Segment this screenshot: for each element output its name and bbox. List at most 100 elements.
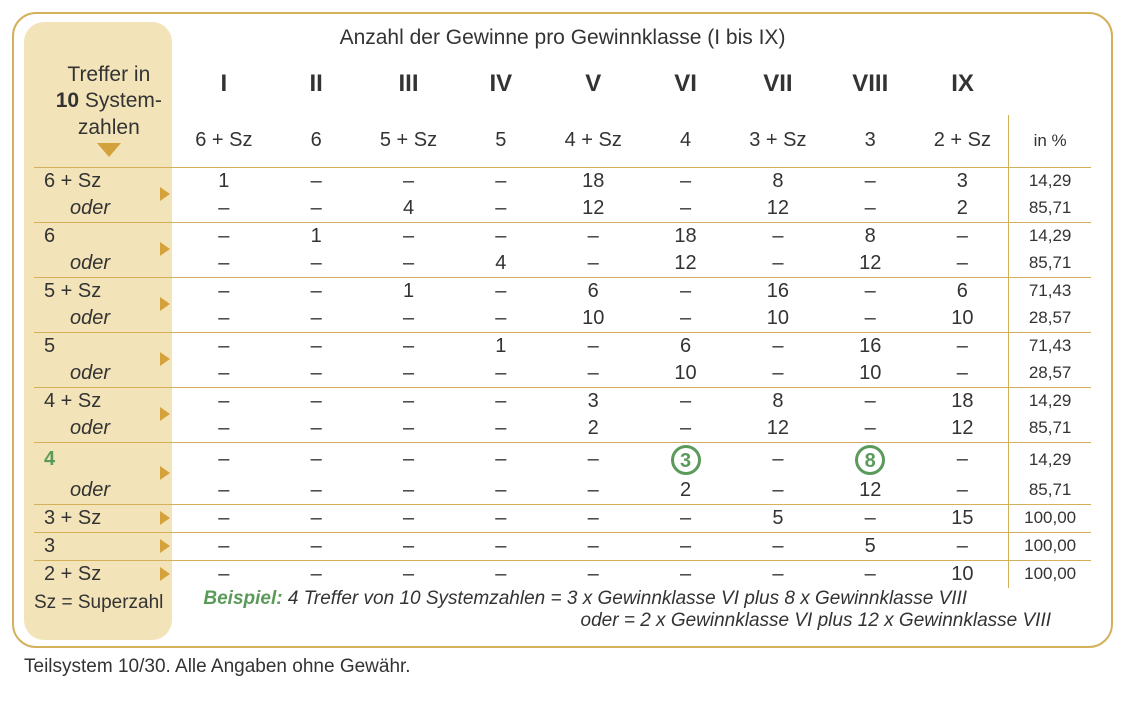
data-cell: – (639, 305, 731, 333)
data-cell: – (916, 250, 1008, 278)
col-header-sub: 5 (455, 115, 547, 167)
example-prefix: Beispiel: (203, 588, 282, 609)
data-cell: – (270, 305, 362, 333)
table-row: oder––4–12–12–285,71 (34, 195, 1091, 223)
data-cell: – (362, 504, 454, 532)
data-cell: – (639, 532, 731, 560)
data-cell: – (362, 477, 454, 505)
data-cell: – (639, 560, 731, 588)
data-cell: 12 (732, 415, 824, 443)
data-cell: – (455, 167, 547, 195)
legend-text: Sz = Superzahl (34, 592, 163, 614)
row-label: 4 (34, 442, 178, 477)
data-cell: – (270, 415, 362, 443)
row-label: 2 + Sz (34, 560, 178, 588)
data-cell: – (178, 277, 270, 305)
data-cell: – (178, 560, 270, 588)
data-cell: 18 (639, 222, 731, 250)
data-cell: 12 (916, 415, 1008, 443)
data-cell: – (455, 532, 547, 560)
col-header-sub: 6 + Sz (178, 115, 270, 167)
footer-note: Teilsystem 10/30. Alle Angaben ohne Gewä… (24, 656, 1113, 678)
data-cell: – (270, 195, 362, 223)
col-header-roman: III (362, 54, 454, 115)
pct-cell: 85,71 (1009, 195, 1091, 223)
pct-cell: 14,29 (1009, 167, 1091, 195)
data-cell: – (362, 560, 454, 588)
data-cell: 2 (916, 195, 1008, 223)
data-cell: 2 (639, 477, 731, 505)
table-row: oder–––––2–12–85,71 (34, 477, 1091, 505)
col-header-sub: 6 (270, 115, 362, 167)
data-cell: 10 (916, 560, 1008, 588)
data-cell: 10 (639, 360, 731, 388)
pct-cell: 100,00 (1009, 532, 1091, 560)
table-row: 5 + Sz––1–6–16–671,43 (34, 277, 1091, 305)
pct-cell: 85,71 (1009, 250, 1091, 278)
col-header-roman: V (547, 54, 639, 115)
data-cell: – (732, 477, 824, 505)
data-cell: – (178, 415, 270, 443)
data-cell: 16 (732, 277, 824, 305)
wins-table: Treffer in10 System-zahlenIIIIIIIVVVIVII… (34, 54, 1091, 588)
data-cell: – (916, 477, 1008, 505)
data-cell: – (639, 504, 731, 532)
data-cell: – (270, 560, 362, 588)
data-cell: – (270, 167, 362, 195)
data-cell: – (178, 532, 270, 560)
data-cell: – (824, 305, 916, 333)
data-cell: – (455, 305, 547, 333)
data-cell: 12 (732, 195, 824, 223)
data-cell: – (547, 332, 639, 360)
circled-value: 3 (671, 445, 701, 475)
col-header-roman: I (178, 54, 270, 115)
data-cell: 6 (916, 277, 1008, 305)
col-header-roman: VIII (824, 54, 916, 115)
data-cell: – (916, 222, 1008, 250)
row-label: 5 (34, 332, 178, 360)
table-row: 4 + Sz––––3–8–1814,29 (34, 387, 1091, 415)
table-row: 3 + Sz––––––5–15100,00 (34, 504, 1091, 532)
data-cell: – (547, 442, 639, 477)
data-cell: – (270, 332, 362, 360)
data-cell: – (178, 250, 270, 278)
data-cell: – (455, 415, 547, 443)
data-cell: – (732, 532, 824, 560)
data-cell: 3 (916, 167, 1008, 195)
data-cell: 12 (824, 477, 916, 505)
data-cell: – (732, 360, 824, 388)
col-header-sub: 5 + Sz (362, 115, 454, 167)
pct-cell: 85,71 (1009, 415, 1091, 443)
data-cell: – (455, 477, 547, 505)
data-cell: 12 (547, 195, 639, 223)
data-cell: 1 (270, 222, 362, 250)
row-label: 3 (34, 532, 178, 560)
data-cell: – (824, 415, 916, 443)
pct-cell: 71,43 (1009, 332, 1091, 360)
table-row: oder––––10–10–1028,57 (34, 305, 1091, 333)
pct-cell: 14,29 (1009, 387, 1091, 415)
data-cell: – (178, 387, 270, 415)
col-header-roman: IX (916, 54, 1008, 115)
data-cell: – (178, 222, 270, 250)
row-label: 3 + Sz (34, 504, 178, 532)
data-cell: – (270, 360, 362, 388)
table-row: oder–––––10–10–28,57 (34, 360, 1091, 388)
data-cell: 8 (732, 387, 824, 415)
data-cell: – (639, 167, 731, 195)
col-header-roman: VI (639, 54, 731, 115)
col-header-roman: IV (455, 54, 547, 115)
table-row: 6 + Sz1–––18–8–314,29 (34, 167, 1091, 195)
pct-cell: 14,29 (1009, 222, 1091, 250)
example-line-2: oder = 2 x Gewinnklasse VI plus 12 x Gew… (203, 610, 1091, 632)
data-cell: 10 (732, 305, 824, 333)
data-cell: – (270, 504, 362, 532)
data-cell: – (455, 387, 547, 415)
data-cell: – (547, 560, 639, 588)
data-cell: – (362, 222, 454, 250)
row-label-oder: oder (34, 415, 178, 443)
data-cell: – (270, 477, 362, 505)
data-cell: – (178, 305, 270, 333)
col-header-sub: 2 + Sz (916, 115, 1008, 167)
data-cell: – (639, 415, 731, 443)
